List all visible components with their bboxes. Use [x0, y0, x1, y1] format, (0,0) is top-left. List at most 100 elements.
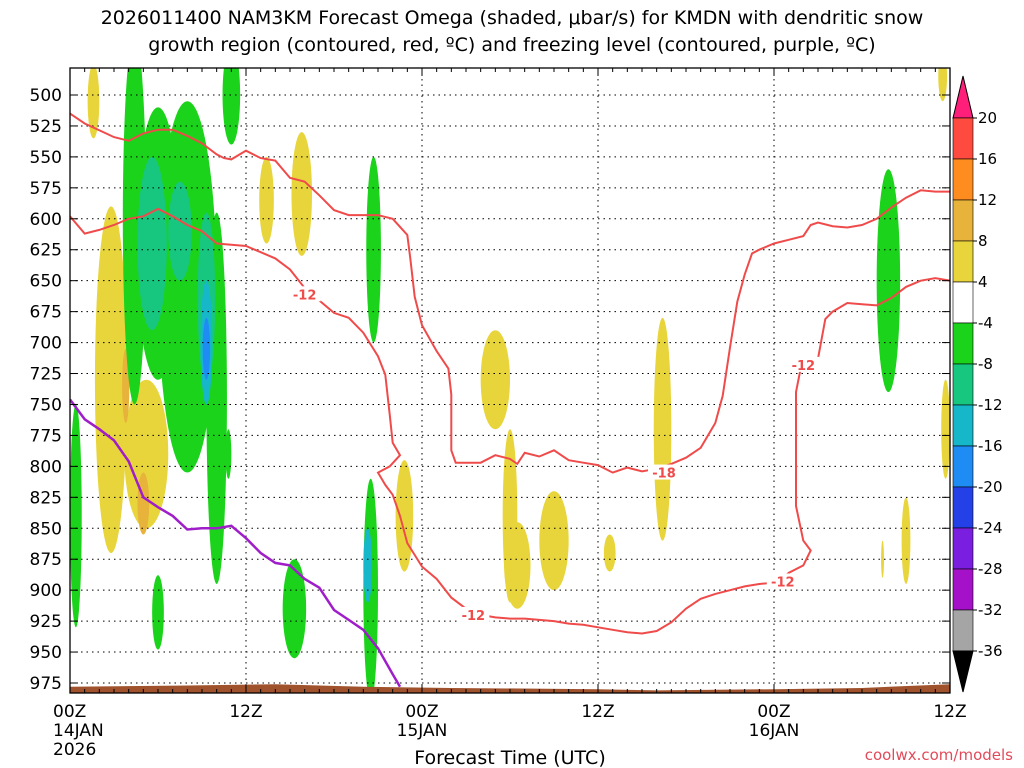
y-tick-label: 775 — [30, 426, 62, 446]
x-tick-label: 00Z — [405, 702, 438, 722]
colorbar-segment — [952, 158, 974, 201]
omega-region — [363, 528, 373, 603]
contour-label: -12 — [293, 288, 317, 303]
colorbar-min-arrow — [952, 650, 974, 693]
x-tick-label: 00Z — [757, 702, 790, 722]
omega-region — [901, 497, 911, 584]
contour-label-bg — [457, 606, 490, 622]
x-axis-label: Forecast Time (UTC) — [414, 747, 605, 768]
omega-region — [225, 429, 232, 479]
y-tick-label: 600 — [30, 210, 62, 230]
contour-label-bg — [787, 356, 820, 372]
colorbar-label: -32 — [978, 601, 1003, 619]
omega-region — [70, 404, 82, 628]
grid-lines — [70, 68, 950, 693]
colorbar: 20 16 12 8 4 -4 -8 -12 -16 -20 -24 -28 -32 -36 — [952, 75, 1003, 693]
omega-region — [282, 559, 307, 659]
x-tick-year-label: 2026 — [53, 740, 96, 760]
x-tick-label: 12Z — [581, 702, 614, 722]
y-tick-label: 650 — [30, 272, 62, 292]
omega-region — [202, 317, 211, 380]
freezing-level-contour — [70, 398, 402, 688]
omega-region — [259, 156, 274, 244]
contour-labels: -12 -12 -18 -12 -12 — [288, 286, 820, 624]
omega-region — [603, 534, 616, 572]
omega-region — [504, 522, 531, 609]
contour-label: -12 — [792, 359, 816, 374]
colorbar-label: -20 — [978, 478, 1003, 496]
colorbar-segment — [952, 609, 974, 652]
x-tick-date-label: 15JAN — [397, 721, 448, 741]
colorbar-label: -16 — [978, 437, 1003, 455]
omega-region — [137, 156, 167, 331]
colorbar-segment — [952, 117, 974, 160]
colorbar-label: -4 — [978, 314, 993, 332]
contour-label-bg — [288, 286, 321, 302]
omega-region — [480, 330, 511, 430]
colorbar-segment — [952, 322, 974, 365]
chart-title-line-2: growth region (contoured, red, ºC) and f… — [148, 34, 875, 56]
colorbar-label: 8 — [978, 232, 988, 250]
colorbar-segment — [952, 199, 974, 242]
colorbar-label: -24 — [978, 519, 1003, 537]
y-tick-label: 925 — [30, 612, 62, 632]
y-tick-label: 975 — [30, 674, 62, 694]
omega-region — [137, 472, 150, 535]
y-tick-label: 550 — [30, 148, 62, 168]
colorbar-segment — [952, 240, 974, 283]
dgz-contour-line — [70, 112, 950, 474]
colorbar-segment — [952, 363, 974, 406]
omega-region — [222, 68, 241, 145]
omega-region — [881, 540, 884, 578]
y-tick-label: 850 — [30, 519, 62, 539]
colorbar-segment — [952, 281, 974, 324]
y-tick-label: 750 — [30, 395, 62, 415]
y-tick-label: 675 — [30, 303, 62, 323]
credit-link[interactable]: coolwx.com/models — [865, 746, 1013, 764]
chart-title-line-1: 2026011400 NAM3KM Forecast Omega (shaded… — [101, 7, 924, 29]
dgz-contours — [70, 112, 950, 635]
y-tick-label: 700 — [30, 334, 62, 354]
colorbar-segment — [952, 568, 974, 611]
omega-region — [291, 132, 312, 256]
x-tick-label: 12Z — [933, 702, 966, 722]
y-tick-label: 525 — [30, 117, 62, 137]
y-tick-label: 625 — [30, 241, 62, 261]
omega-region — [539, 491, 569, 591]
y-tick-label: 900 — [30, 581, 62, 601]
omega-region — [152, 575, 164, 650]
colorbar-segment — [952, 445, 974, 488]
contour-label-bg — [648, 464, 680, 480]
dgz-contour-line — [70, 207, 950, 635]
y-tick-label: 825 — [30, 488, 62, 508]
colorbar-segment — [952, 486, 974, 529]
omega-region — [124, 379, 169, 529]
x-tick-label: 12Z — [229, 702, 262, 722]
colorbar-label: -8 — [978, 355, 993, 373]
colorbar-label: -36 — [978, 642, 1003, 660]
y-tick-label: 800 — [30, 457, 62, 477]
omega-region — [87, 68, 100, 139]
omega-region — [941, 379, 950, 479]
colorbar-segment — [952, 527, 974, 570]
contour-label-bg — [766, 573, 799, 589]
colorbar-label: 12 — [978, 191, 997, 209]
omega-region — [876, 169, 901, 393]
freezing-level-line — [70, 398, 402, 688]
colorbar-label: 4 — [978, 273, 988, 291]
x-tick-label: 00Z — [53, 702, 86, 722]
y-axis: 500 525 550 575 600 625 650 675 700 725 750 775 800 8… — [30, 68, 951, 694]
y-tick-label: 500 — [30, 86, 62, 106]
omega-region — [938, 68, 948, 102]
colorbar-label: -28 — [978, 560, 1003, 578]
y-tick-label: 875 — [30, 550, 62, 570]
colorbar-segment — [952, 404, 974, 447]
x-tick-date-label: 16JAN — [749, 721, 800, 741]
omega-region — [168, 181, 192, 281]
colorbar-label: 20 — [978, 109, 997, 127]
contour-label: -12 — [462, 609, 486, 624]
contour-label: -18 — [652, 467, 676, 482]
y-tick-label: 575 — [30, 179, 62, 199]
